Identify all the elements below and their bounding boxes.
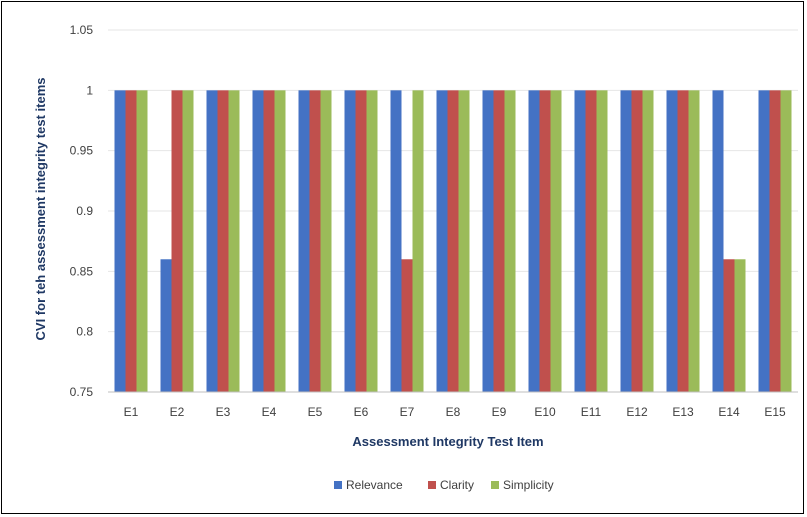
bar-relevance-e11	[574, 90, 586, 392]
bar-clarity-e12	[631, 90, 643, 392]
bar-clarity-e15	[769, 90, 781, 392]
bar-simplicity-e2	[182, 90, 194, 392]
bar-simplicity-e9	[504, 90, 516, 392]
y-axis-title: CVI for teh assessment integrity test it…	[33, 78, 48, 341]
bar-clarity-e2	[171, 90, 183, 392]
bar-clarity-e14	[723, 259, 735, 392]
x-tick-label: E11	[581, 405, 602, 419]
legend-label-simplicity: Simplicity	[503, 478, 554, 492]
x-tick-label: E13	[672, 405, 694, 419]
x-tick-label: E3	[216, 405, 231, 419]
y-tick-label: 0.75	[70, 385, 94, 399]
bar-simplicity-e4	[274, 90, 286, 392]
bar-relevance-e4	[252, 90, 264, 392]
x-tick-label: E1	[124, 405, 139, 419]
bar-simplicity-e7	[412, 90, 424, 392]
bar-relevance-e5	[298, 90, 310, 392]
y-tick-label: 1	[86, 83, 93, 97]
x-tick-label: E4	[262, 405, 277, 419]
legend-swatch-simplicity	[491, 481, 499, 489]
bar-simplicity-e6	[366, 90, 378, 392]
x-tick-label: E10	[534, 405, 556, 419]
y-tick-label: 1.05	[70, 23, 94, 37]
bar-simplicity-e11	[596, 90, 608, 392]
bar-simplicity-e12	[642, 90, 654, 392]
x-axis-title: Assessment Integrity Test Item	[352, 434, 543, 449]
y-tick-label: 0.9	[76, 204, 93, 218]
bar-simplicity-e13	[688, 90, 700, 392]
y-tick-label: 0.95	[70, 144, 94, 158]
bar-relevance-e13	[666, 90, 678, 392]
bar-relevance-e8	[436, 90, 448, 392]
bar-simplicity-e10	[550, 90, 562, 392]
bar-relevance-e9	[482, 90, 494, 392]
bar-simplicity-e3	[228, 90, 240, 392]
bar-relevance-e12	[620, 90, 632, 392]
bar-clarity-e11	[585, 90, 597, 392]
x-tick-label: E2	[170, 405, 185, 419]
bar-clarity-e1	[125, 90, 137, 392]
bar-relevance-e14	[712, 90, 724, 392]
bar-relevance-e6	[344, 90, 356, 392]
legend-swatch-relevance	[334, 481, 342, 489]
bar-clarity-e13	[677, 90, 689, 392]
bar-simplicity-e15	[780, 90, 792, 392]
bar-clarity-e5	[309, 90, 321, 392]
y-tick-label: 0.8	[76, 325, 93, 339]
x-tick-label: E15	[764, 405, 786, 419]
bar-clarity-e8	[447, 90, 459, 392]
legend-label-clarity: Clarity	[440, 478, 474, 492]
x-tick-label: E7	[400, 405, 415, 419]
bar-simplicity-e1	[136, 90, 148, 392]
x-tick-label: E5	[308, 405, 323, 419]
bar-relevance-e10	[528, 90, 540, 392]
legend-label-relevance: Relevance	[346, 478, 403, 492]
y-tick-label: 0.85	[70, 264, 94, 278]
bar-simplicity-e5	[320, 90, 332, 392]
x-tick-label: E6	[354, 405, 369, 419]
bar-simplicity-e14	[734, 259, 746, 392]
bar-relevance-e2	[160, 259, 172, 392]
legend: Relevance Clarity Simplicity	[334, 478, 554, 492]
x-axis-ticks: E1 E2 E3 E4 E5 E6 E7 E8 E9 E10 E11 E12 E13 E14 E15	[124, 405, 786, 419]
bar-relevance-e1	[114, 90, 126, 392]
bars	[114, 90, 792, 392]
legend-swatch-clarity	[428, 481, 436, 489]
x-tick-label: E9	[492, 405, 507, 419]
bar-clarity-e10	[539, 90, 551, 392]
x-tick-label: E12	[626, 405, 648, 419]
bar-clarity-e4	[263, 90, 275, 392]
bar-clarity-e9	[493, 90, 505, 392]
y-axis-ticks: 0.75 0.8 0.85 0.9 0.95 1 1.05	[70, 23, 94, 399]
bar-simplicity-e8	[458, 90, 470, 392]
bar-relevance-e15	[758, 90, 770, 392]
x-tick-label: E8	[446, 405, 461, 419]
x-tick-label: E14	[718, 405, 740, 419]
bar-clarity-e7	[401, 259, 413, 392]
bar-relevance-e3	[206, 90, 218, 392]
bar-relevance-e7	[390, 90, 402, 392]
bar-clarity-e6	[355, 90, 367, 392]
bar-clarity-e3	[217, 90, 229, 392]
